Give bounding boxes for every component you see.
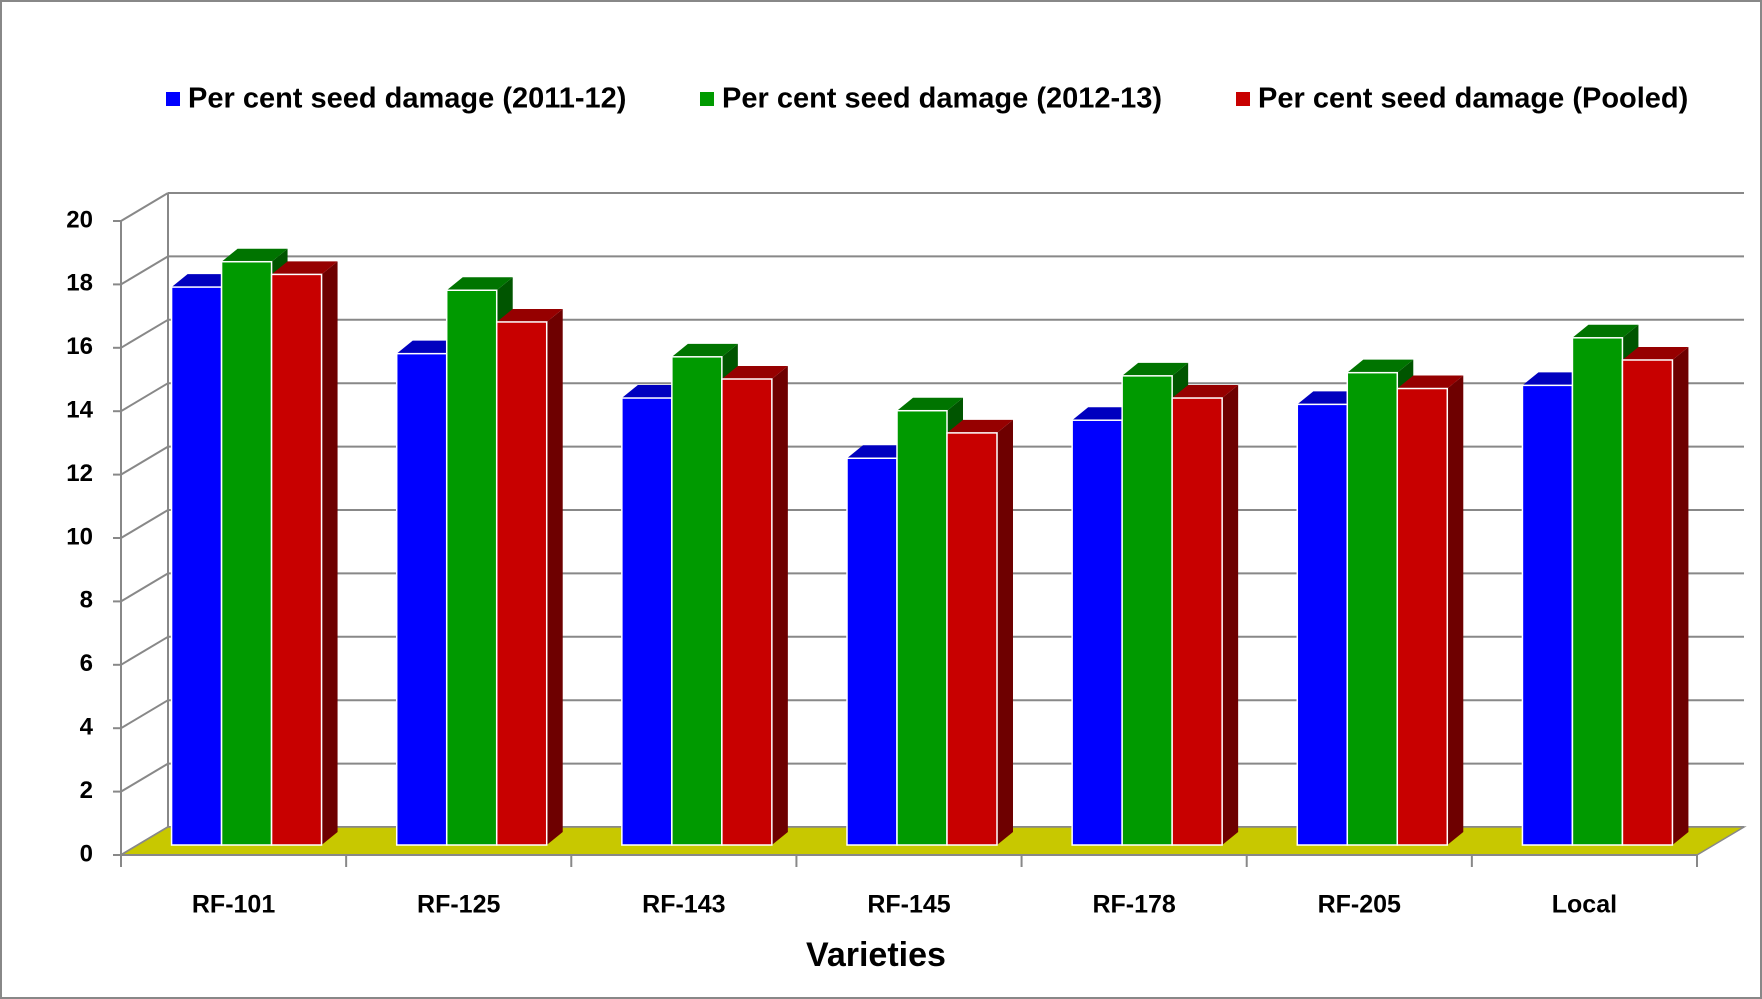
- grid-line-side: [120, 699, 169, 730]
- bar-side: [1672, 346, 1689, 845]
- bar-side: [546, 308, 563, 845]
- x-tick-label: Local: [1552, 891, 1617, 919]
- bar: [1121, 375, 1173, 846]
- bar-side: [1222, 385, 1239, 845]
- y-tick-label: 12: [66, 460, 93, 487]
- grid-line-side: [120, 318, 169, 349]
- bar-top: [221, 248, 288, 262]
- grid-line-side: [120, 255, 169, 286]
- bar-top: [1172, 385, 1239, 399]
- bar-top: [271, 261, 338, 275]
- bar: [1621, 359, 1674, 846]
- y-tick-label: 20: [66, 206, 93, 233]
- bar: [846, 457, 898, 846]
- bar: [220, 260, 273, 846]
- bar-side: [321, 261, 338, 845]
- bar-top: [1397, 375, 1464, 389]
- bar: [1171, 397, 1223, 846]
- bar: [721, 378, 773, 846]
- x-axis-title: Varieties: [806, 936, 946, 974]
- grid-line-side: [120, 192, 169, 222]
- legend-marker: [700, 92, 714, 106]
- bar-top: [1122, 362, 1189, 376]
- y-tick-label: 14: [66, 397, 93, 424]
- legend-label: Per cent seed damage (2012-13): [722, 83, 1162, 115]
- grid-line-side: [120, 382, 169, 413]
- y-tick-label: 2: [80, 777, 93, 804]
- x-tick-label: RF-205: [1318, 891, 1401, 919]
- bar: [1071, 419, 1123, 846]
- bar-top: [1622, 346, 1689, 360]
- bar-top: [446, 277, 513, 291]
- x-tick-label: RF-178: [1092, 891, 1175, 919]
- bar: [621, 397, 673, 846]
- y-tick-label: 4: [80, 714, 94, 741]
- legend-label: Per cent seed damage (2011-12): [188, 83, 626, 115]
- bar-top: [721, 366, 788, 380]
- bar: [946, 432, 998, 846]
- y-tick-label: 6: [80, 650, 93, 677]
- bar: [395, 352, 448, 846]
- legend-marker: [166, 92, 180, 106]
- bar: [1296, 403, 1349, 846]
- x-tick-label: RF-101: [192, 891, 275, 919]
- grid-line-side: [120, 509, 169, 539]
- grid-line-side: [120, 445, 169, 476]
- bar-side: [997, 419, 1013, 845]
- y-tick-label: 16: [66, 333, 93, 360]
- legend-label: Per cent seed damage (Pooled): [1258, 83, 1688, 115]
- bar: [1521, 384, 1574, 846]
- x-tick-label: RF-125: [417, 891, 500, 919]
- bar-top: [1347, 359, 1414, 373]
- bar: [170, 286, 223, 846]
- bar: [896, 409, 948, 846]
- bar-top: [897, 397, 963, 411]
- bar: [671, 356, 723, 846]
- y-tick-label: 18: [66, 270, 93, 297]
- bar-top: [1572, 324, 1639, 338]
- bar: [1346, 371, 1399, 846]
- bar-side: [771, 366, 788, 845]
- bar-side: [1447, 375, 1464, 845]
- bar: [270, 273, 323, 846]
- bar: [445, 289, 498, 846]
- bar-top: [947, 419, 1013, 433]
- x-tick-label: RF-145: [867, 891, 950, 919]
- bar: [1396, 387, 1449, 846]
- bar-top: [671, 343, 738, 357]
- grid-line-side: [120, 762, 169, 793]
- y-tick-label: 8: [80, 587, 93, 614]
- x-tick-label: RF-143: [642, 891, 725, 919]
- legend-marker: [1236, 92, 1250, 106]
- y-tick-label: 10: [66, 523, 93, 550]
- bar-top: [496, 308, 563, 322]
- grid-line-side: [120, 635, 169, 666]
- bar: [1571, 337, 1624, 846]
- y-tick-label: 0: [80, 840, 93, 867]
- grid-line-side: [120, 572, 169, 603]
- bar: [495, 321, 548, 846]
